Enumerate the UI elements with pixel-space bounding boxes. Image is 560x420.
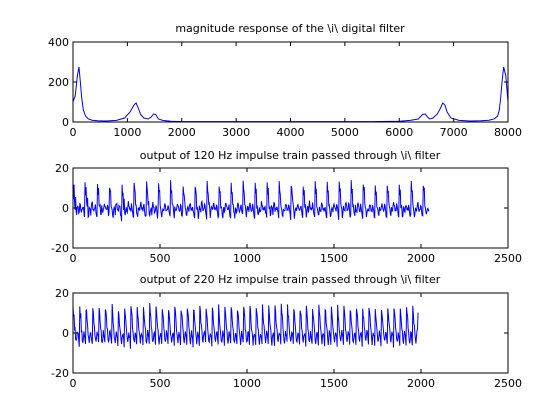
y-tick-label: -20 xyxy=(51,367,69,380)
x-tick-label: 4000 xyxy=(277,126,305,139)
x-tick-label: 2000 xyxy=(407,377,435,390)
x-tick-label: 2000 xyxy=(407,252,435,265)
x-tick-label: 2500 xyxy=(494,377,522,390)
subplot-2-title: output of 120 Hz impulse train passed th… xyxy=(140,149,441,162)
subplot-3-plot-area xyxy=(73,302,419,349)
x-tick-label: 8000 xyxy=(494,126,522,139)
subplot-2-series-line xyxy=(73,180,430,222)
x-tick-label: 1500 xyxy=(320,252,348,265)
y-tick-label: 20 xyxy=(55,287,69,300)
subplot-3-series-line xyxy=(73,302,419,349)
subplot-magnitude-response: magnitude response of the \i\ digital fi… xyxy=(48,22,522,139)
x-tick-label: 0 xyxy=(70,126,77,139)
subplot-220hz-output: output of 220 Hz impulse train passed th… xyxy=(51,273,522,390)
y-tick-label: 200 xyxy=(48,76,69,89)
subplot-120hz-output: output of 120 Hz impulse train passed th… xyxy=(51,149,522,265)
subplot-1-ticks: 0 1000 2000 3000 4000 5000 6000 7000 8000 0 200 400 xyxy=(48,36,522,139)
y-tick-label: 0 xyxy=(62,327,69,340)
x-tick-label: 2000 xyxy=(168,126,196,139)
x-tick-label: 1000 xyxy=(113,126,141,139)
x-tick-label: 7000 xyxy=(440,126,468,139)
x-tick-label: 1500 xyxy=(320,377,348,390)
x-tick-label: 500 xyxy=(150,252,171,265)
x-tick-label: 1000 xyxy=(233,377,261,390)
y-tick-label: 0 xyxy=(62,202,69,215)
y-tick-label: 20 xyxy=(55,162,69,175)
x-tick-label: 500 xyxy=(150,377,171,390)
x-tick-label: 3000 xyxy=(222,126,250,139)
y-tick-label: 0 xyxy=(62,116,69,129)
y-tick-label: -20 xyxy=(51,242,69,255)
y-tick-label: 400 xyxy=(48,36,69,49)
x-tick-label: 5000 xyxy=(331,126,359,139)
subplot-3-title: output of 220 Hz impulse train passed th… xyxy=(140,273,441,286)
x-tick-label: 2500 xyxy=(494,252,522,265)
x-tick-label: 0 xyxy=(70,377,77,390)
x-tick-label: 1000 xyxy=(233,252,261,265)
x-tick-label: 0 xyxy=(70,252,77,265)
subplot-2-plot-area xyxy=(73,180,430,222)
subplot-1-title: magnitude response of the \i\ digital fi… xyxy=(175,22,405,35)
x-tick-label: 6000 xyxy=(385,126,413,139)
